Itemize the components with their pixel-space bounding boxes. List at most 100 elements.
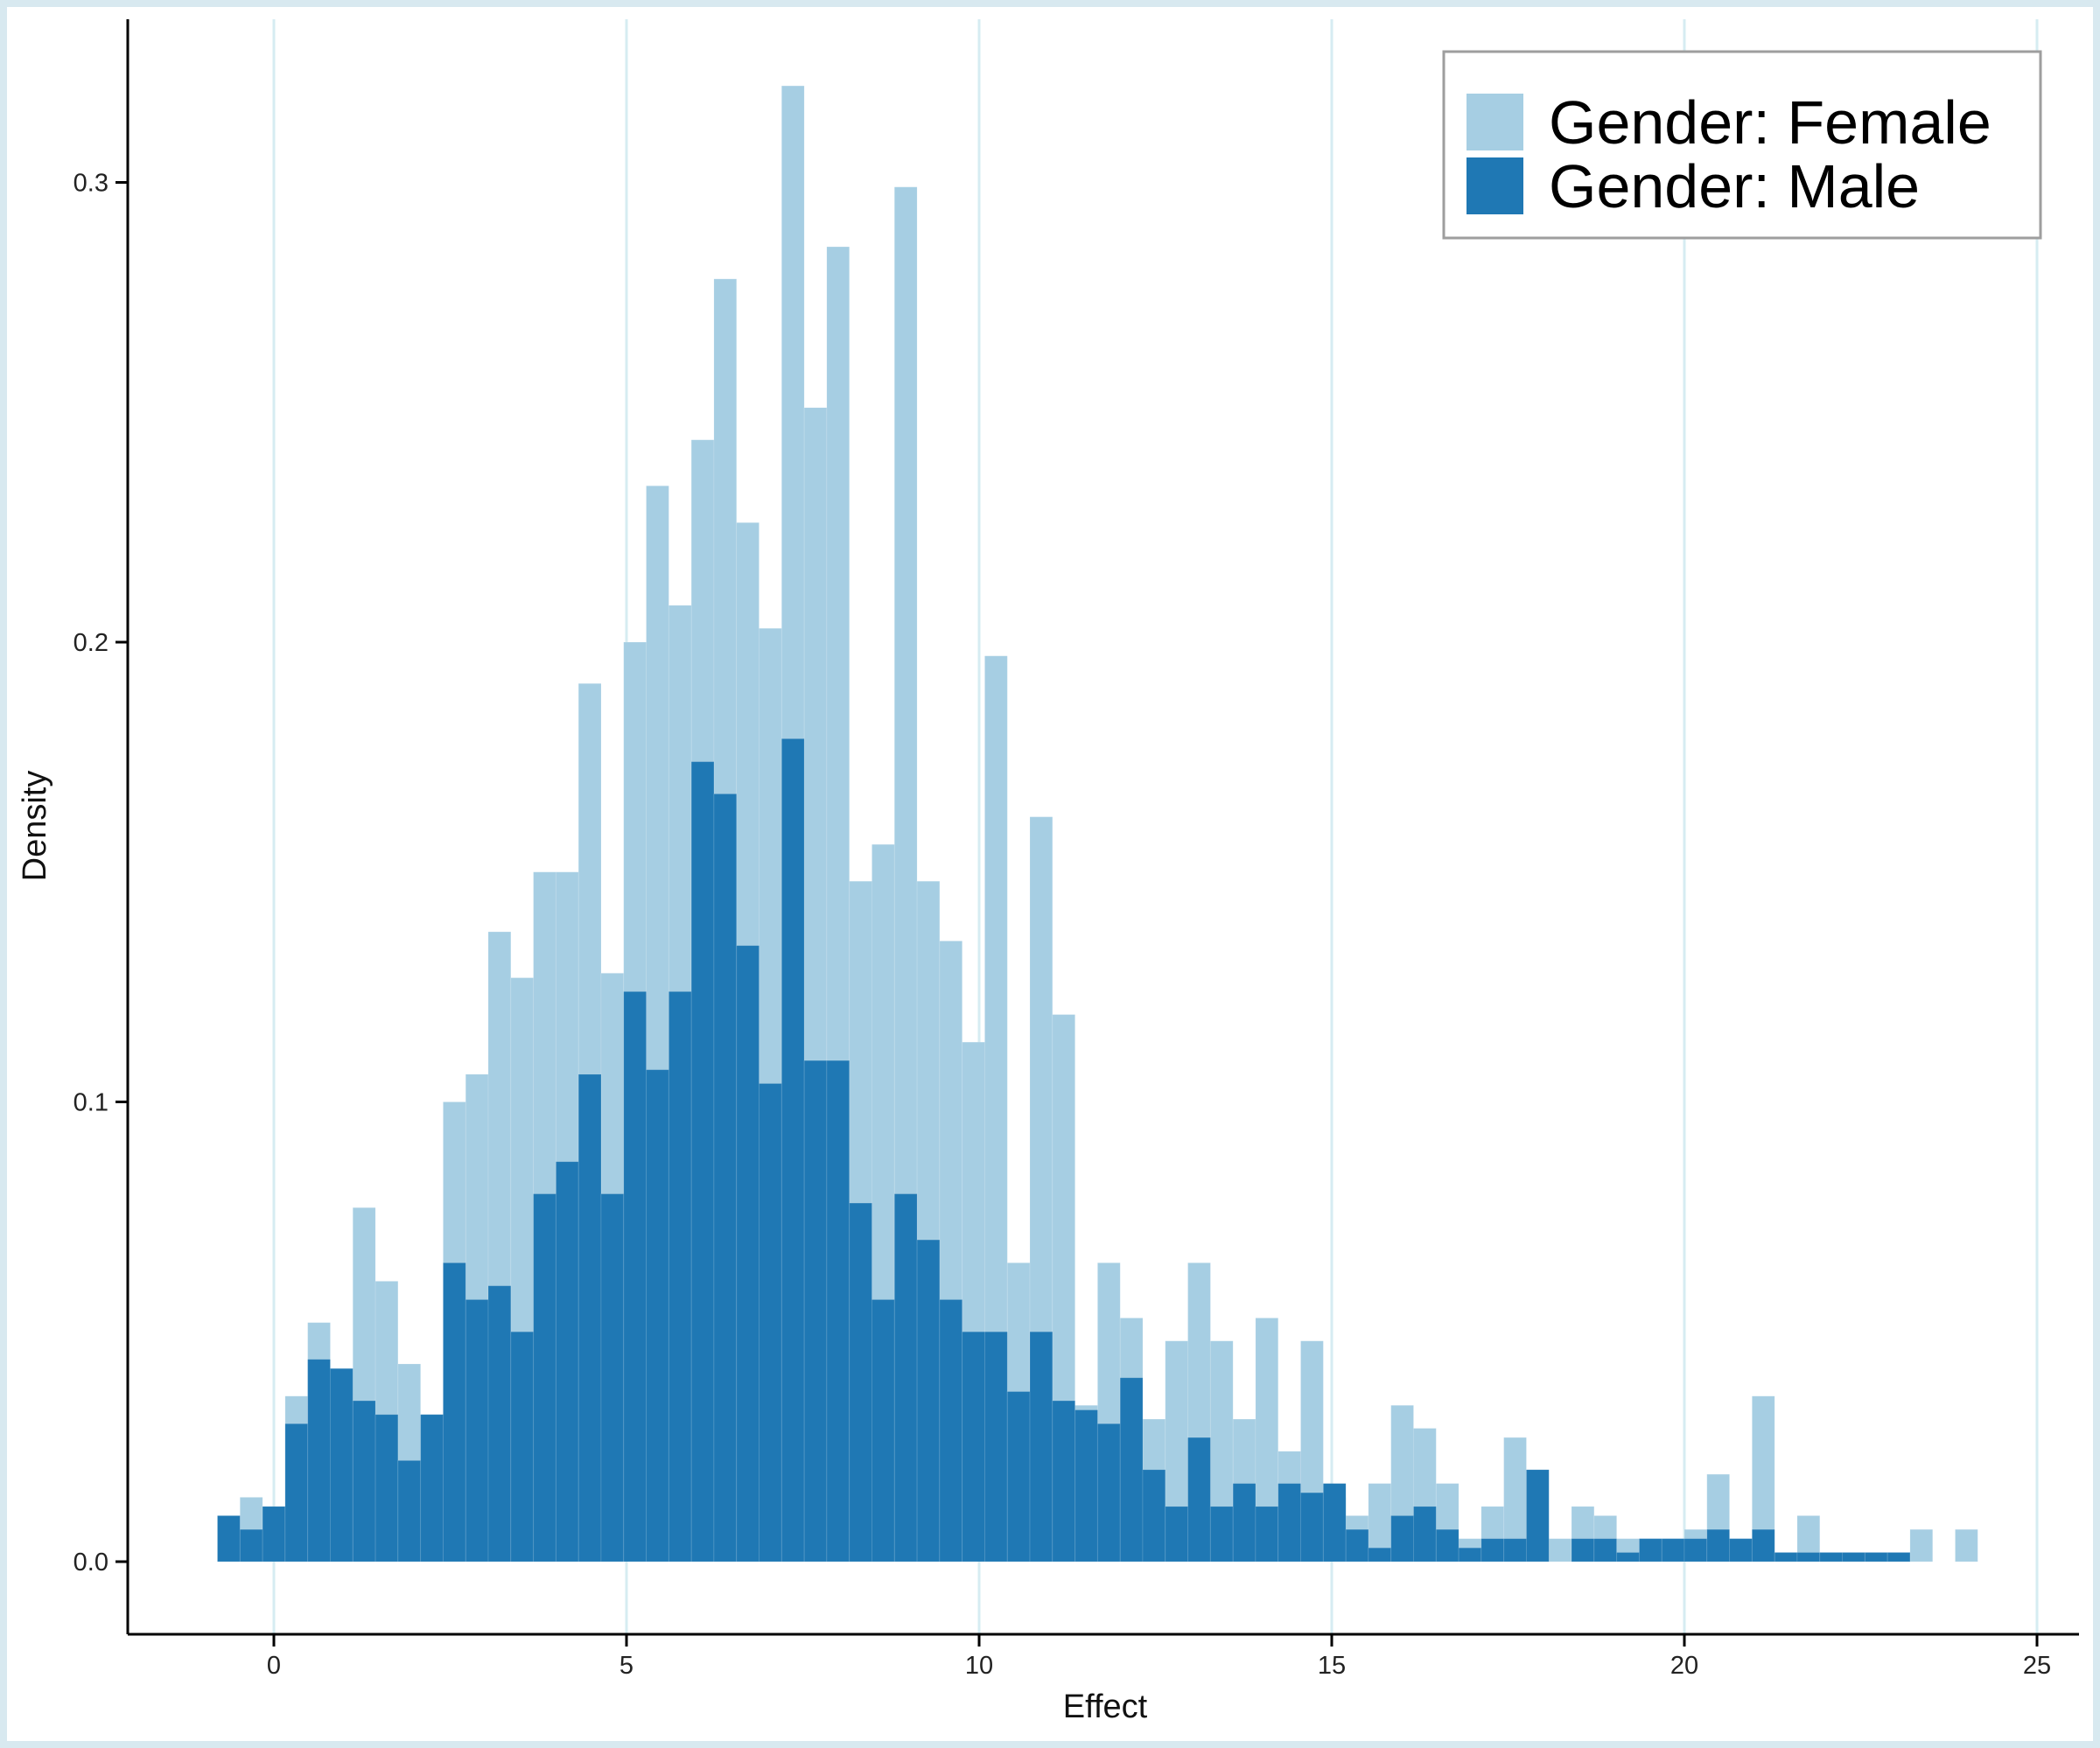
male-bar-70 [1796, 1551, 1821, 1563]
male-bar-43 [1187, 1437, 1211, 1563]
x-tick-label-4: 20 [1670, 1652, 1698, 1680]
y-ticks: 0.0 0.1 0.2 0.3 [74, 170, 128, 1577]
male-bar-65 [1684, 1538, 1708, 1563]
male-bar-56 [1480, 1538, 1505, 1563]
male-bar-35 [1006, 1391, 1031, 1563]
male-bar-15 [555, 1161, 579, 1563]
x-tick-label-0: 0 [267, 1652, 281, 1680]
male-bar-58 [1525, 1469, 1550, 1563]
male-bar-21 [690, 761, 715, 1563]
y-axis-title: Density [17, 771, 53, 882]
male-bar-30 [893, 1193, 918, 1563]
male-bar-11 [465, 1298, 489, 1563]
male-bar-0 [217, 1514, 241, 1563]
legend: Gender: Female Gender: Male [1442, 50, 2042, 240]
male-bar-72 [1842, 1551, 1866, 1563]
male-bar-17 [600, 1193, 625, 1563]
legend-label-female: Gender: Female [1549, 88, 1992, 157]
male-bar-9 [420, 1414, 444, 1563]
female-bar-75 [1909, 1528, 1934, 1563]
male-bar-55 [1458, 1547, 1482, 1563]
male-bar-5 [329, 1367, 354, 1563]
male-bar-54 [1435, 1528, 1460, 1563]
male-bar-69 [1774, 1551, 1798, 1563]
male-bar-49 [1322, 1483, 1347, 1563]
male-bar-37 [1052, 1400, 1076, 1563]
male-bar-60 [1571, 1538, 1595, 1563]
male-bar-31 [916, 1239, 941, 1563]
male-bar-33 [962, 1331, 985, 1563]
male-bar-34 [984, 1331, 1008, 1563]
male-bar-47 [1278, 1483, 1302, 1563]
male-bar-51 [1368, 1547, 1392, 1563]
female-bar-59 [1548, 1538, 1572, 1563]
male-bar-13 [510, 1331, 535, 1563]
y-tick-label-0: 0.0 [74, 1549, 108, 1577]
male-bar-23 [736, 945, 760, 1563]
male-bar-40 [1119, 1377, 1144, 1563]
x-tick-label-3: 15 [1318, 1652, 1346, 1680]
male-bar-10 [442, 1262, 466, 1563]
x-ticks: 0 5 10 15 20 25 [267, 1634, 2051, 1680]
male-bar-67 [1729, 1538, 1753, 1563]
male-bar-64 [1661, 1538, 1685, 1563]
x-tick-label-2: 10 [965, 1652, 993, 1680]
y-tick-label-3: 0.3 [74, 170, 108, 198]
male-bar-4 [307, 1359, 331, 1563]
x-axis-title: Effect [1063, 1689, 1148, 1725]
y-tick-label-1: 0.1 [74, 1089, 108, 1117]
male-bar-41 [1142, 1469, 1166, 1563]
male-bar-1 [239, 1528, 263, 1563]
male-bar-36 [1029, 1331, 1054, 1563]
male-bar-22 [713, 793, 738, 1563]
male-bar-57 [1503, 1538, 1527, 1563]
male-bar-20 [668, 990, 692, 1563]
male-bar-26 [803, 1059, 828, 1563]
male-bar-32 [939, 1298, 963, 1563]
male-bar-16 [578, 1073, 602, 1563]
male-bar-50 [1345, 1528, 1369, 1563]
male-bar-66 [1706, 1528, 1731, 1563]
male-bar-7 [374, 1414, 399, 1563]
x-tick-label-5: 25 [2023, 1652, 2051, 1680]
male-bar-38 [1074, 1409, 1098, 1563]
male-bar-71 [1819, 1551, 1844, 1563]
male-bar-28 [849, 1202, 872, 1563]
male-bar-12 [487, 1285, 512, 1563]
male-bars [217, 738, 1911, 1563]
male-bar-39 [1096, 1423, 1121, 1563]
legend-label-male: Gender: Male [1549, 152, 1920, 220]
male-bar-48 [1300, 1492, 1324, 1563]
male-bar-25 [780, 738, 805, 1563]
axes [126, 19, 2079, 1636]
male-bar-29 [871, 1298, 895, 1563]
male-bar-6 [352, 1400, 376, 1563]
male-bar-46 [1255, 1506, 1279, 1563]
male-bar-68 [1751, 1528, 1775, 1563]
male-bar-53 [1413, 1506, 1437, 1563]
male-bar-73 [1864, 1551, 1888, 1563]
male-bar-62 [1616, 1551, 1640, 1563]
male-bar-45 [1232, 1483, 1256, 1563]
male-bar-3 [284, 1423, 309, 1563]
legend-swatch-female [1466, 94, 1523, 150]
female-bar-77 [1955, 1528, 1978, 1563]
male-bar-14 [533, 1193, 556, 1563]
legend-box [1442, 50, 2042, 240]
male-bar-44 [1209, 1506, 1234, 1563]
x-tick-label-1: 5 [620, 1652, 634, 1680]
male-bar-74 [1886, 1551, 1911, 1563]
male-bar-8 [397, 1459, 422, 1563]
male-bar-2 [262, 1506, 286, 1563]
male-bar-19 [646, 1069, 669, 1563]
male-bar-27 [826, 1059, 850, 1563]
male-bar-52 [1390, 1514, 1414, 1563]
male-bar-61 [1593, 1538, 1618, 1563]
male-bar-42 [1165, 1506, 1189, 1563]
male-bar-18 [623, 990, 648, 1563]
y-tick-label-2: 0.2 [74, 629, 108, 657]
male-bar-24 [759, 1082, 782, 1563]
male-bar-63 [1638, 1538, 1662, 1563]
legend-swatch-male [1466, 157, 1523, 214]
